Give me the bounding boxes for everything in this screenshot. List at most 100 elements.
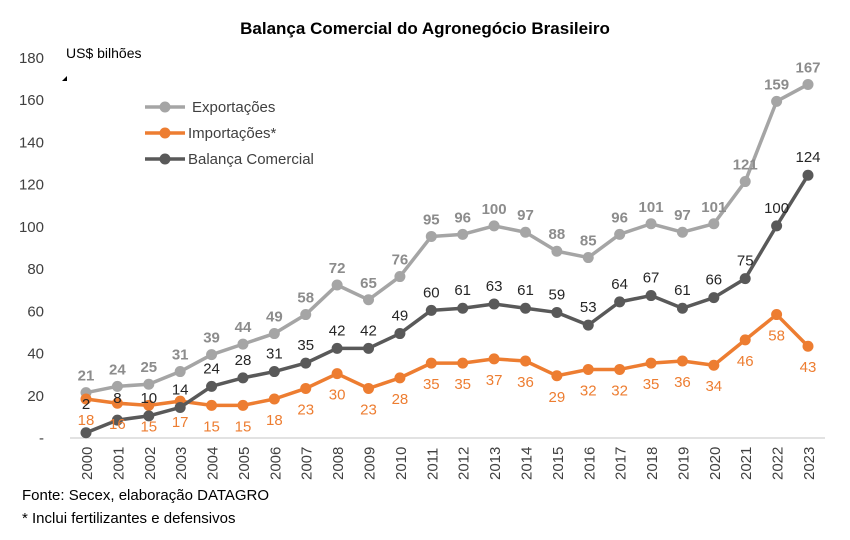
- data-label: 18: [266, 412, 283, 429]
- data-label: 97: [674, 207, 691, 224]
- data-label: 101: [639, 199, 664, 216]
- data-point: [645, 218, 657, 230]
- data-label: 63: [486, 278, 503, 295]
- x-tick-label: 2020: [707, 447, 724, 480]
- x-tick-label: 2022: [770, 447, 787, 480]
- data-point: [582, 363, 594, 375]
- x-tick-label: 2004: [205, 447, 222, 480]
- data-point: [268, 366, 280, 378]
- data-point: [457, 228, 469, 240]
- data-point: [143, 410, 155, 422]
- data-label: 76: [392, 252, 409, 269]
- data-label: 85: [580, 233, 597, 250]
- axis-marker: [62, 76, 67, 81]
- data-point: [551, 306, 563, 318]
- data-point: [331, 279, 343, 291]
- data-label: 64: [611, 276, 628, 293]
- data-point: [708, 359, 720, 371]
- data-label: 44: [235, 319, 252, 336]
- data-label: 39: [203, 330, 220, 347]
- data-point: [268, 393, 280, 405]
- y-tick-label: 100: [19, 219, 44, 236]
- data-point: [331, 368, 343, 380]
- data-label: 8: [113, 390, 121, 407]
- data-label: 28: [392, 391, 409, 408]
- data-point: [457, 302, 469, 314]
- data-label: 101: [701, 199, 726, 216]
- data-point: [174, 401, 186, 413]
- x-tick-label: 2023: [801, 447, 818, 480]
- data-label: 32: [611, 382, 628, 399]
- footnote: * Inclui fertilizantes e defensivos: [22, 510, 236, 527]
- series-line-1: [85, 312, 810, 408]
- legend-label: Balança Comercial: [188, 151, 314, 168]
- data-label: 31: [172, 347, 189, 364]
- x-tick-label: 2000: [79, 447, 96, 480]
- data-label: 72: [329, 260, 346, 277]
- data-label: 58: [768, 328, 785, 345]
- data-point: [237, 399, 249, 411]
- data-label: 96: [611, 209, 628, 226]
- x-tick-label: 2008: [330, 447, 347, 480]
- data-point: [174, 366, 186, 378]
- x-tick-label: 2016: [581, 447, 598, 480]
- data-point: [111, 397, 123, 409]
- data-point: [457, 357, 469, 369]
- data-point: [802, 78, 814, 90]
- data-label: 18: [78, 412, 95, 429]
- data-label: 24: [109, 361, 126, 378]
- data-point: [425, 230, 437, 242]
- data-label: 60: [423, 284, 440, 301]
- data-point: [488, 353, 500, 365]
- data-point: [614, 296, 626, 308]
- data-point: [237, 372, 249, 384]
- data-point: [739, 334, 751, 346]
- data-point: [676, 302, 688, 314]
- x-tick-label: 2009: [362, 447, 379, 480]
- data-label: 159: [764, 76, 789, 93]
- data-label: 21: [78, 368, 95, 385]
- x-tick-label: 2018: [644, 447, 661, 480]
- data-label: 10: [140, 390, 157, 407]
- data-point: [519, 226, 531, 238]
- data-point: [363, 294, 375, 306]
- data-point: [80, 393, 92, 405]
- data-label: 23: [360, 401, 377, 418]
- data-label: 24: [203, 360, 220, 377]
- data-label: 34: [705, 378, 722, 395]
- series-line-2: [85, 174, 810, 435]
- data-label: 14: [172, 381, 189, 398]
- x-tick-label: 2011: [424, 448, 441, 480]
- data-label: 100: [764, 200, 789, 217]
- data-point: [80, 427, 92, 439]
- data-point: [394, 328, 406, 340]
- data-label: 49: [266, 309, 283, 326]
- data-label: 59: [549, 286, 566, 303]
- data-point: [206, 380, 218, 392]
- data-label: 65: [360, 275, 377, 292]
- y-tick-label: 120: [19, 177, 44, 194]
- data-label: 42: [329, 322, 346, 339]
- data-label: 124: [795, 149, 820, 166]
- data-point: [739, 273, 751, 285]
- data-point: [300, 309, 312, 321]
- data-point: [111, 380, 123, 392]
- data-point: [771, 220, 783, 232]
- data-label: 53: [580, 299, 597, 316]
- x-tick-label: 2001: [110, 447, 127, 480]
- legend-marker: [159, 153, 171, 165]
- chart-title: Balança Comercial do Agronegócio Brasile…: [240, 19, 610, 38]
- data-label: 96: [454, 209, 471, 226]
- y-tick-label: 140: [19, 134, 44, 151]
- x-tick-label: 2010: [393, 447, 410, 480]
- data-label: 61: [517, 282, 534, 299]
- data-point: [802, 340, 814, 352]
- data-point: [708, 292, 720, 304]
- data-point: [645, 357, 657, 369]
- x-tick-label: 2014: [518, 447, 535, 480]
- data-point: [645, 290, 657, 302]
- data-point: [268, 328, 280, 340]
- data-point: [771, 309, 783, 321]
- data-point: [363, 382, 375, 394]
- data-label: 35: [454, 376, 471, 393]
